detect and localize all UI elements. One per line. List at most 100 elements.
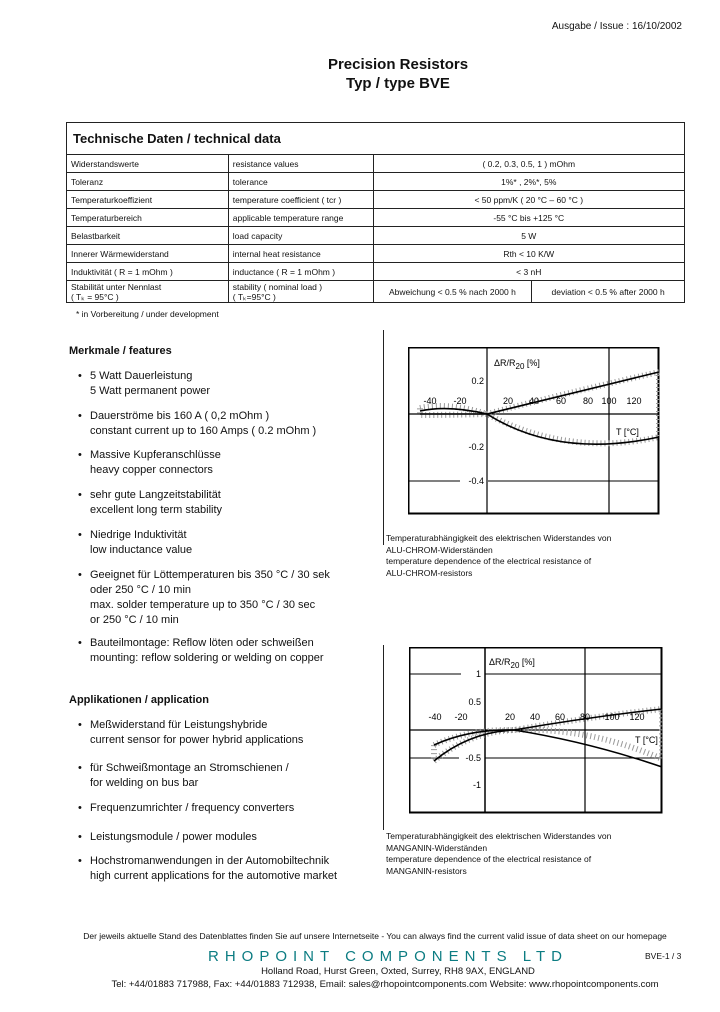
x-tick-label: 20 bbox=[503, 396, 513, 406]
cell-en: load capacity bbox=[227, 226, 374, 245]
table-row-stability: Stabilität unter Nennlast( Tₖ = 95°C ) s… bbox=[66, 280, 685, 303]
table-row: Temperaturkoeffizient temperature coeffic… bbox=[66, 190, 686, 209]
cell-de: Induktivität ( R = 1 mOhm ) bbox=[66, 262, 229, 281]
lower-curve bbox=[420, 413, 660, 445]
table-row: Temperaturbereich applicable temperature … bbox=[66, 208, 686, 227]
x-tick-label: -20 bbox=[453, 396, 466, 406]
cell-en-cond: ( Tₖ=95°C ) bbox=[232, 291, 276, 302]
list-item-line: für Schweißmontage an Stromschienen / bbox=[90, 762, 289, 774]
chart-caption: Temperaturabhängigkeit des elektrischen … bbox=[386, 831, 611, 877]
alu-chrom-chart: ΔR/R20 [%] T [°C] -40 -20 20 40 60 80 100 120 0.… bbox=[408, 347, 660, 515]
divider bbox=[383, 645, 384, 830]
manganin-chart: ΔR/R20 [%] T [°C] -40 -20 20 40 60 80 100 120 1 0… bbox=[409, 647, 663, 814]
bullet-icon: • bbox=[78, 719, 82, 731]
caption-line: ALU-CHROM-resistors bbox=[386, 567, 473, 578]
company-contact: Tel: +44/01883 717988, Fax: +44/01883 71… bbox=[111, 979, 659, 990]
x-tick-label: 40 bbox=[529, 396, 539, 406]
list-item-line: Niedrige Induktivität bbox=[90, 529, 187, 541]
cell-de: Temperaturkoeffizient bbox=[66, 190, 229, 209]
table-row: Widerstandswerte resistance values( 0.2, … bbox=[66, 154, 686, 173]
cell-value-en: deviation < 0.5 % after 2000 h bbox=[531, 280, 685, 303]
feature-item: • 5 Watt Dauerleistung 5 Watt permanent po… bbox=[78, 369, 210, 399]
cell-de: Belastbarkeit bbox=[66, 226, 229, 245]
list-item-line: heavy copper connectors bbox=[90, 464, 213, 476]
feature-item: • Dauerströme bis 160 A ( 0,2 mOhm ) const… bbox=[78, 409, 316, 439]
bullet-icon: • bbox=[78, 410, 82, 422]
cell-en: tolerance bbox=[227, 172, 374, 191]
list-item-line: Meßwiderstand für Leistungshybride bbox=[90, 719, 268, 731]
caption-line: MANGANIN-Widerständen bbox=[386, 842, 488, 853]
y-tick-label: -0.2 bbox=[468, 442, 484, 452]
caption-line: Temperaturabhängigkeit des elektrischen … bbox=[386, 831, 612, 841]
list-item-line: high current applications for the automo… bbox=[90, 870, 338, 882]
list-item-line: Geeignet für Löttemperaturen bis 350 °C … bbox=[90, 569, 330, 581]
y-tick-label: 1 bbox=[476, 669, 481, 679]
lower-curve bbox=[433, 729, 663, 768]
cell-de: Temperaturbereich bbox=[66, 208, 229, 227]
caption-line: ALU-CHROM-Widerständen bbox=[386, 544, 493, 555]
footnote: * in Vorbereitung / under development bbox=[76, 309, 219, 319]
cell-en: applicable temperature range bbox=[227, 208, 374, 227]
caption-line: temperature dependence of the electrical… bbox=[386, 854, 592, 864]
y-tick-label: -1 bbox=[473, 780, 481, 790]
cell-value: ( 0.2, 0.3, 0.5, 1 ) mOhm bbox=[372, 154, 686, 173]
x-tick-label: 40 bbox=[530, 712, 540, 722]
x-axis-label: T [°C] bbox=[616, 427, 639, 437]
cell-de-cond: ( Tₖ = 95°C ) bbox=[71, 291, 119, 302]
chart-frame bbox=[408, 347, 660, 515]
list-item-line: for welding on bus bar bbox=[90, 777, 199, 789]
applications-heading: Applikationen / application bbox=[69, 694, 209, 706]
features-heading: Merkmale / features bbox=[69, 345, 172, 357]
list-item-line: max. solder temperature up to 350 °C / 3… bbox=[90, 599, 316, 611]
bullet-icon: • bbox=[78, 802, 82, 814]
bullet-icon: • bbox=[78, 489, 82, 501]
application-item: • Hochstromanwendungen in der Automobilte… bbox=[78, 854, 337, 884]
bullet-icon: • bbox=[78, 855, 82, 867]
cell-en: inductance ( R = 1 mOhm ) bbox=[227, 262, 374, 281]
table-row: Toleranz tolerance 1%* , 2%*, 5% bbox=[66, 172, 686, 191]
y-axis-label: ΔR/R20 [%] bbox=[489, 657, 535, 670]
list-item-line: Hochstromanwendungen in der Automobiltec… bbox=[90, 855, 330, 867]
y-tick-label: -0.4 bbox=[468, 476, 484, 486]
x-tick-label: -20 bbox=[454, 712, 467, 722]
upper-curve bbox=[433, 708, 663, 746]
issue-date: Ausgabe / Issue : 16/10/2002 bbox=[551, 21, 682, 32]
divider bbox=[383, 330, 384, 545]
cell-de: Stabilität unter Nennlast bbox=[71, 281, 162, 292]
feature-item: • Geeignet für Löttemperaturen bis 350 °C… bbox=[78, 568, 330, 628]
list-item-line: 5 Watt Dauerleistung bbox=[90, 370, 193, 382]
x-tick-label: 80 bbox=[583, 396, 593, 406]
application-item: • für Schweißmontage an Stromschienen / fo… bbox=[78, 761, 289, 791]
bullet-icon: • bbox=[78, 762, 82, 774]
list-item-line: Frequenzumrichter / frequency converters bbox=[90, 802, 295, 814]
bullet-icon: • bbox=[78, 831, 82, 843]
list-item-line: 5 Watt permanent power bbox=[90, 385, 211, 397]
x-tick-label: -40 bbox=[423, 396, 436, 406]
x-tick-label: 60 bbox=[555, 712, 565, 722]
list-item-line: or 250 °C / 10 min bbox=[90, 614, 179, 626]
cell-value: -55 °C bis +125 °C bbox=[372, 208, 686, 227]
list-item-line: Massive Kupferanschlüsse bbox=[90, 449, 221, 461]
list-item-line: mounting: reflow soldering or welding on… bbox=[90, 652, 324, 664]
cell-value: 5 W bbox=[372, 226, 686, 245]
cell-en: internal heat resistance bbox=[227, 244, 374, 263]
footer-notice: Der jeweils aktuelle Stand des Datenblat… bbox=[83, 931, 667, 941]
table-row: Innerer Wärmewiderstand internal heat res… bbox=[66, 244, 686, 263]
cell-value: 1%* , 2%*, 5% bbox=[372, 172, 686, 191]
x-tick-label: 120 bbox=[629, 712, 644, 722]
caption-line: MANGANIN-resistors bbox=[386, 865, 467, 876]
list-item-line: constant current up to 160 Amps ( 0.2 mO… bbox=[90, 425, 317, 437]
table-row: Belastbarkeit load capacity 5 W bbox=[66, 226, 686, 245]
x-tick-label: 80 bbox=[580, 712, 590, 722]
application-item: • Leistungsmodule / power modules bbox=[78, 830, 257, 845]
bullet-icon: • bbox=[78, 449, 82, 461]
page-subtitle: Typ / type BVE bbox=[346, 75, 450, 92]
x-tick-label: 20 bbox=[505, 712, 515, 722]
caption-line: Temperaturabhängigkeit des elektrischen … bbox=[386, 533, 612, 543]
application-item: • Meßwiderstand für Leistungshybride curre… bbox=[78, 718, 303, 748]
feature-item: • Bauteilmontage: Reflow löten oder schwe… bbox=[78, 636, 324, 666]
y-tick-label: -0.5 bbox=[465, 753, 481, 763]
list-item-line: Bauteilmontage: Reflow löten oder schwei… bbox=[90, 637, 314, 649]
cell-value: < 3 nH bbox=[372, 262, 686, 281]
company-name: RHOPOINT COMPONENTS LTD bbox=[208, 948, 568, 965]
